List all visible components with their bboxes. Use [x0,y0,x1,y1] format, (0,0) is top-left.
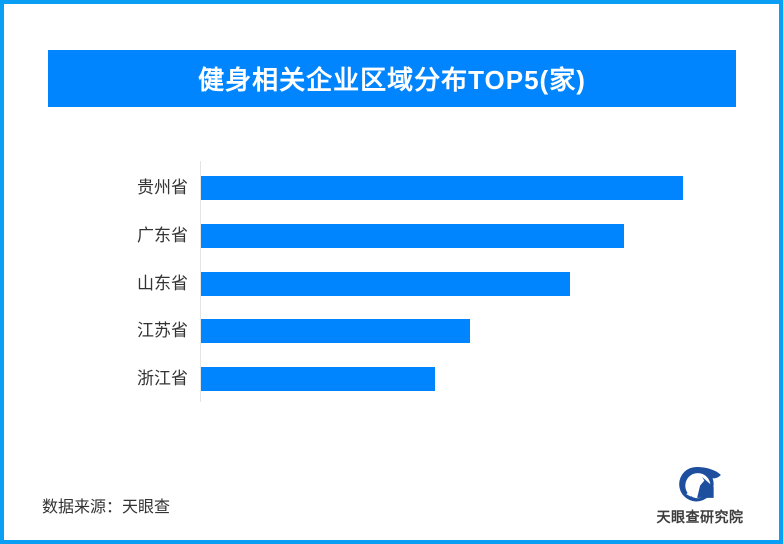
bar-category-label: 浙江省 [137,369,188,388]
bar-3 [201,272,570,296]
bar-5 [201,367,435,391]
y-axis-line [200,161,201,402]
page-title: 健身相关企业区域分布TOP5(家) [198,65,586,95]
bar-category-label: 山东省 [137,274,188,293]
data-source-label: 数据来源：天眼查 [42,499,171,516]
bar-2 [201,224,624,248]
bar-category-label: 广东省 [137,226,188,245]
bar-1 [201,176,683,200]
bar-category-label: 江苏省 [137,321,188,340]
bar-4 [201,319,470,343]
chart-title-banner: 健身相关企业区域分布TOP5(家) [48,50,736,107]
brand-logo-text: 天眼查研究院 [656,509,744,525]
bar-category-label: 贵州省 [137,178,188,197]
brand-logo: 天眼查研究院 [650,464,750,527]
tianyancha-logo-icon [679,466,721,502]
